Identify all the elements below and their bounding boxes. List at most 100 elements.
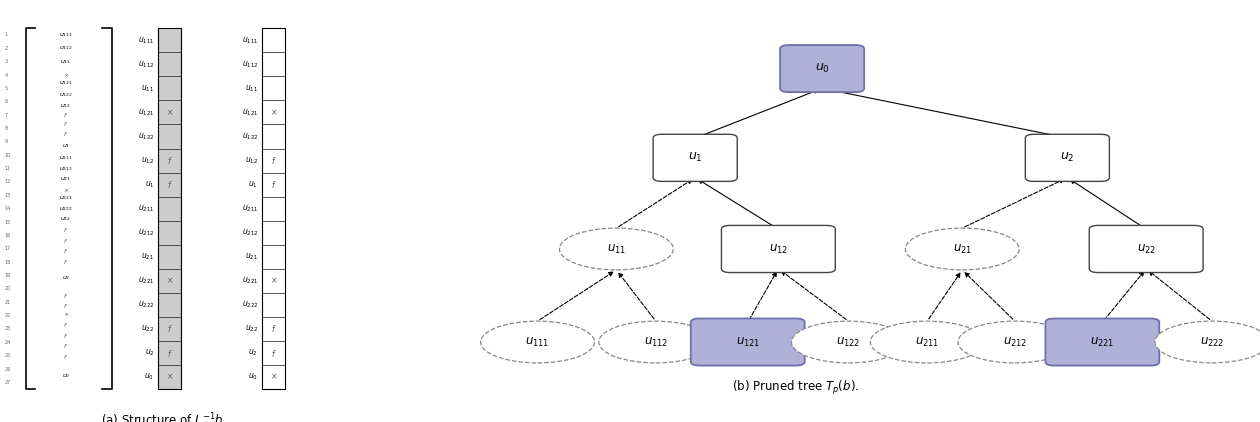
Bar [262,197,285,221]
Text: $u_{211}$: $u_{211}$ [59,154,73,162]
Text: 21: 21 [5,300,10,305]
Bar [262,52,285,76]
Text: $u_{121}$: $u_{121}$ [736,335,760,349]
Text: $u_{211}$: $u_{211}$ [915,335,940,349]
Text: $u_{221}$: $u_{221}$ [59,194,73,202]
Text: $\times$: $\times$ [166,108,174,117]
Text: $u_{211}$: $u_{211}$ [242,203,258,214]
Bar [262,76,285,100]
Text: $u_0$: $u_0$ [145,372,154,382]
Text: $f$: $f$ [63,226,68,234]
Text: 26: 26 [5,367,10,371]
Text: 13: 13 [5,193,10,198]
Text: $u_{111}$: $u_{111}$ [242,35,258,46]
Text: $\times$: $\times$ [63,186,69,194]
Text: $u_{222}$: $u_{222}$ [242,300,258,310]
Bar [159,124,181,149]
FancyBboxPatch shape [780,45,864,92]
Text: 24: 24 [5,340,10,345]
Text: $u_{222}$: $u_{222}$ [1200,335,1223,349]
Ellipse shape [958,321,1072,363]
Text: $u_{112}$: $u_{112}$ [242,59,258,70]
Text: $f$: $f$ [271,347,276,359]
Text: $u_{222}$: $u_{222}$ [137,300,154,310]
Text: $f$: $f$ [63,321,68,329]
Text: $\times$: $\times$ [270,108,277,117]
Text: $u_{112}$: $u_{112}$ [59,44,73,52]
Text: 27: 27 [5,380,10,385]
Text: $\times$: $\times$ [270,276,277,286]
Bar [159,269,181,293]
Text: $f$: $f$ [63,302,68,310]
Bar [262,173,285,197]
Text: $u_{21}$: $u_{21}$ [244,252,258,262]
Text: $u_{121}$: $u_{121}$ [137,107,154,118]
Text: $u_{121}$: $u_{121}$ [242,107,258,118]
Bar [159,149,181,173]
Text: $f$: $f$ [166,179,173,190]
Text: $u_{21}$: $u_{21}$ [141,252,154,262]
Text: $u_{212}$: $u_{212}$ [242,227,258,238]
Text: $u_2$: $u_2$ [62,274,71,282]
Text: $u_{22}$: $u_{22}$ [1137,242,1155,256]
Bar [262,269,285,293]
Text: $u_{111}$: $u_{111}$ [137,35,154,46]
Text: $u_{122}$: $u_{122}$ [137,131,154,142]
FancyBboxPatch shape [690,319,805,365]
Text: $u_{221}$: $u_{221}$ [1090,335,1115,349]
Bar [159,52,181,76]
Text: 12: 12 [5,179,10,184]
FancyBboxPatch shape [722,225,835,273]
Text: $u_{122}$: $u_{122}$ [242,131,258,142]
Text: $u_0$: $u_0$ [815,62,829,75]
Text: $u_{11}$: $u_{11}$ [607,242,626,256]
Text: 7: 7 [5,113,8,118]
Text: 2: 2 [5,46,8,51]
Text: 9: 9 [5,139,8,144]
Text: $u_2$: $u_2$ [1060,151,1075,165]
Bar [159,317,181,341]
Text: $u_0$: $u_0$ [62,372,71,380]
Text: $u_{221}$: $u_{221}$ [137,276,154,286]
Ellipse shape [559,228,673,270]
Text: $u_{112}$: $u_{112}$ [644,335,668,349]
Text: 10: 10 [5,153,10,158]
Bar [262,317,285,341]
Bar [159,100,181,124]
Text: $u_{211}$: $u_{211}$ [137,203,154,214]
Text: 3: 3 [5,59,8,64]
Text: $f$: $f$ [63,332,68,340]
Text: $f$: $f$ [271,323,276,335]
Text: $u_{212}$: $u_{212}$ [59,165,73,173]
Text: 15: 15 [5,219,10,225]
Ellipse shape [598,321,713,363]
Text: 20: 20 [5,287,10,291]
Text: $u_{21}$: $u_{21}$ [60,175,72,183]
Text: $u_1$: $u_1$ [248,179,258,190]
Bar [159,365,181,389]
Text: $u_{22}$: $u_{22}$ [141,324,154,334]
Text: 14: 14 [5,206,10,211]
Text: $u_{22}$: $u_{22}$ [244,324,258,334]
Bar [159,245,181,269]
FancyBboxPatch shape [1089,225,1203,273]
Text: $f$: $f$ [63,292,68,300]
Bar [159,341,181,365]
Ellipse shape [480,321,595,363]
Text: $u_{111}$: $u_{111}$ [525,335,549,349]
Text: $f$: $f$ [63,111,68,119]
Text: 17: 17 [5,246,10,251]
Text: $\times$: $\times$ [63,71,69,79]
Text: $u_{12}$: $u_{12}$ [244,155,258,166]
FancyBboxPatch shape [1046,319,1159,365]
Text: $u_{212}$: $u_{212}$ [1003,335,1027,349]
Text: 6: 6 [5,99,8,104]
Text: 19: 19 [5,273,10,278]
Text: $u_{222}$: $u_{222}$ [59,205,73,213]
Bar [159,221,181,245]
Text: 11: 11 [5,166,10,171]
Text: 16: 16 [5,233,10,238]
Text: 5: 5 [5,86,8,91]
Text: (b) Pruned tree $T_p(b)$.: (b) Pruned tree $T_p(b)$. [732,379,859,397]
Text: $u_2$: $u_2$ [145,348,154,358]
